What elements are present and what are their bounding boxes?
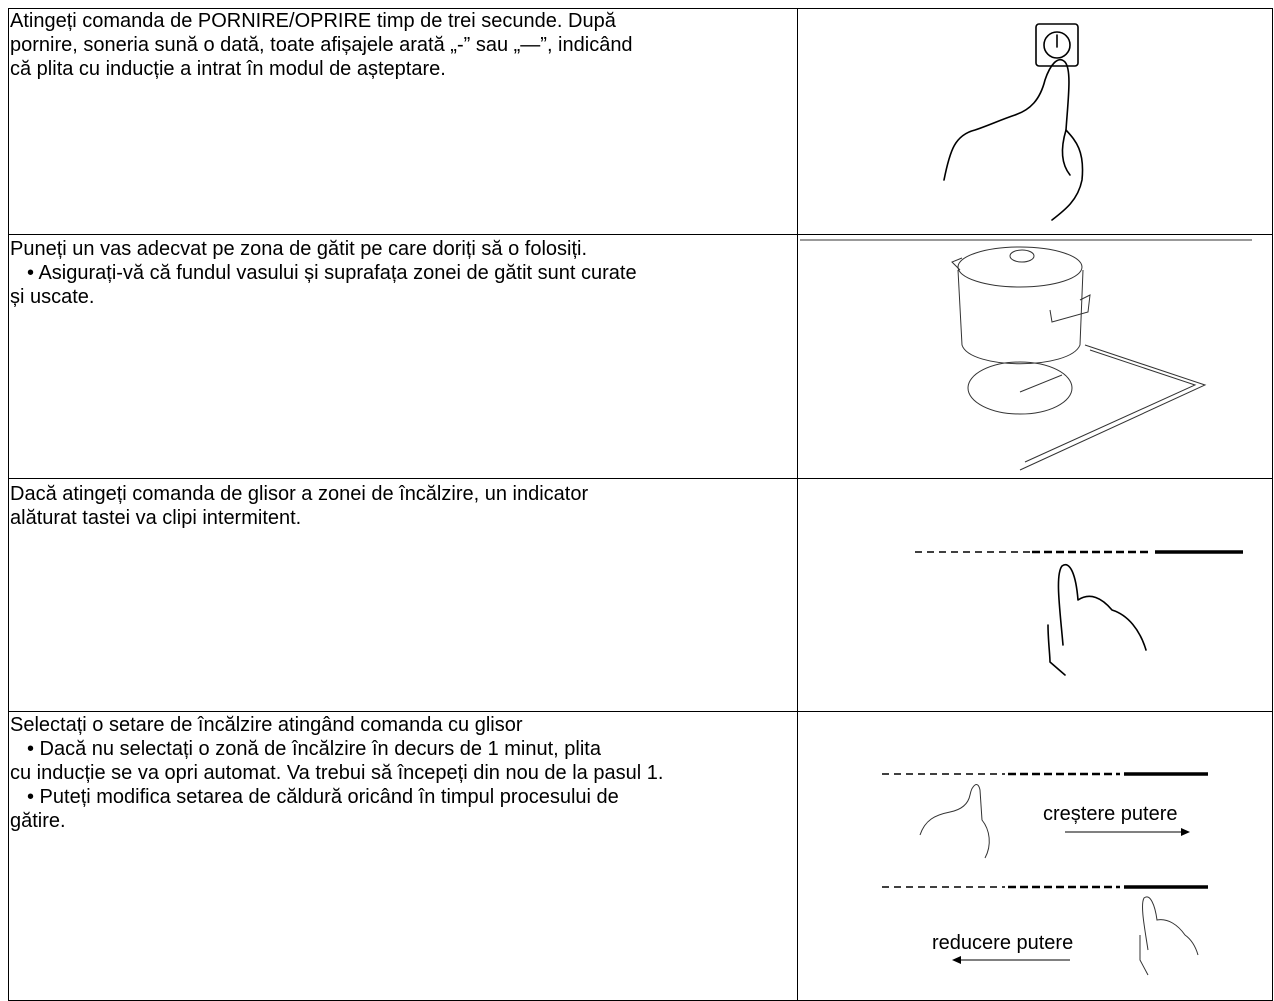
bullet-line: • Asigurați-vă că fundul vasului și supr…	[27, 262, 637, 284]
button-frame	[1035, 23, 1079, 67]
arrowhead	[1181, 828, 1190, 836]
bullet-line: • Puteți modifica setarea de căldură ori…	[27, 786, 619, 808]
text-line: că plita cu inducție a intrat în modul d…	[10, 58, 446, 80]
arrowhead	[952, 956, 961, 964]
pot-lid	[957, 246, 1083, 288]
cooking-zone	[967, 361, 1073, 415]
text-line: gătire.	[10, 810, 66, 832]
label: reducere putere	[932, 932, 1073, 954]
text-line: și uscate.	[10, 286, 95, 308]
text-line: Dacă atingeți comanda de glisor a zonei …	[10, 483, 589, 505]
hand	[919, 784, 990, 859]
lid-knob	[1009, 249, 1035, 263]
button	[1043, 31, 1071, 59]
text-line: Atingeți comanda de PORNIRE/OPRIRE timp …	[10, 10, 616, 32]
power-illustration: creștere putere reducere putere	[882, 772, 1208, 976]
pot-handles	[951, 257, 1091, 323]
label: creștere putere	[1043, 803, 1178, 825]
slider-illustration	[915, 550, 1243, 676]
bullet-line: • Dacă nu selectați o zonă de încălzire …	[27, 738, 601, 760]
hand	[943, 58, 1084, 221]
power-button-illustration	[943, 23, 1084, 221]
text-line: pornire, soneria sună o dată, toate afiș…	[10, 34, 633, 56]
zone-mark	[1019, 374, 1063, 393]
pot-illustration	[800, 239, 1252, 471]
text-line: Puneți un vas adecvat pe zona de gătit p…	[10, 238, 588, 260]
text-line: cu inducție se va opri automat. Va trebu…	[10, 762, 664, 784]
text-line: Selectați o setare de încălzire atingând…	[10, 714, 523, 736]
pot-body	[957, 269, 1084, 365]
hand	[1047, 563, 1147, 676]
hand-detail	[1061, 129, 1071, 176]
hand	[1139, 896, 1199, 976]
text-line: alăturat tastei va clipi intermitent.	[10, 507, 302, 529]
cooktop	[1019, 344, 1207, 471]
